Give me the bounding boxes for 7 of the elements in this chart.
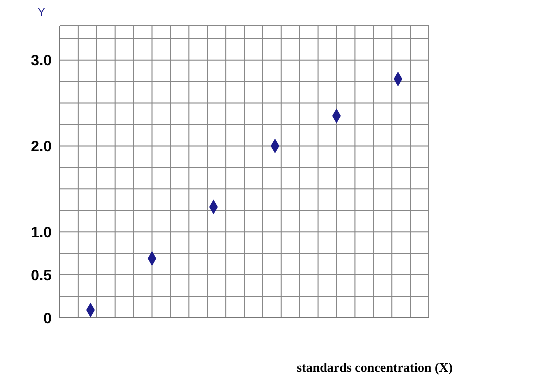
y-tick-label: 1.0 [31,224,52,242]
y-tick-label: 2.0 [31,138,52,156]
y-tick-label: 0.5 [31,267,52,284]
y-axis-title: Y [38,6,46,19]
y-tick-label: 0 [44,310,52,328]
x-axis-title: standards concentration (X) [297,360,453,375]
y-tick-label: 3.0 [31,52,52,70]
